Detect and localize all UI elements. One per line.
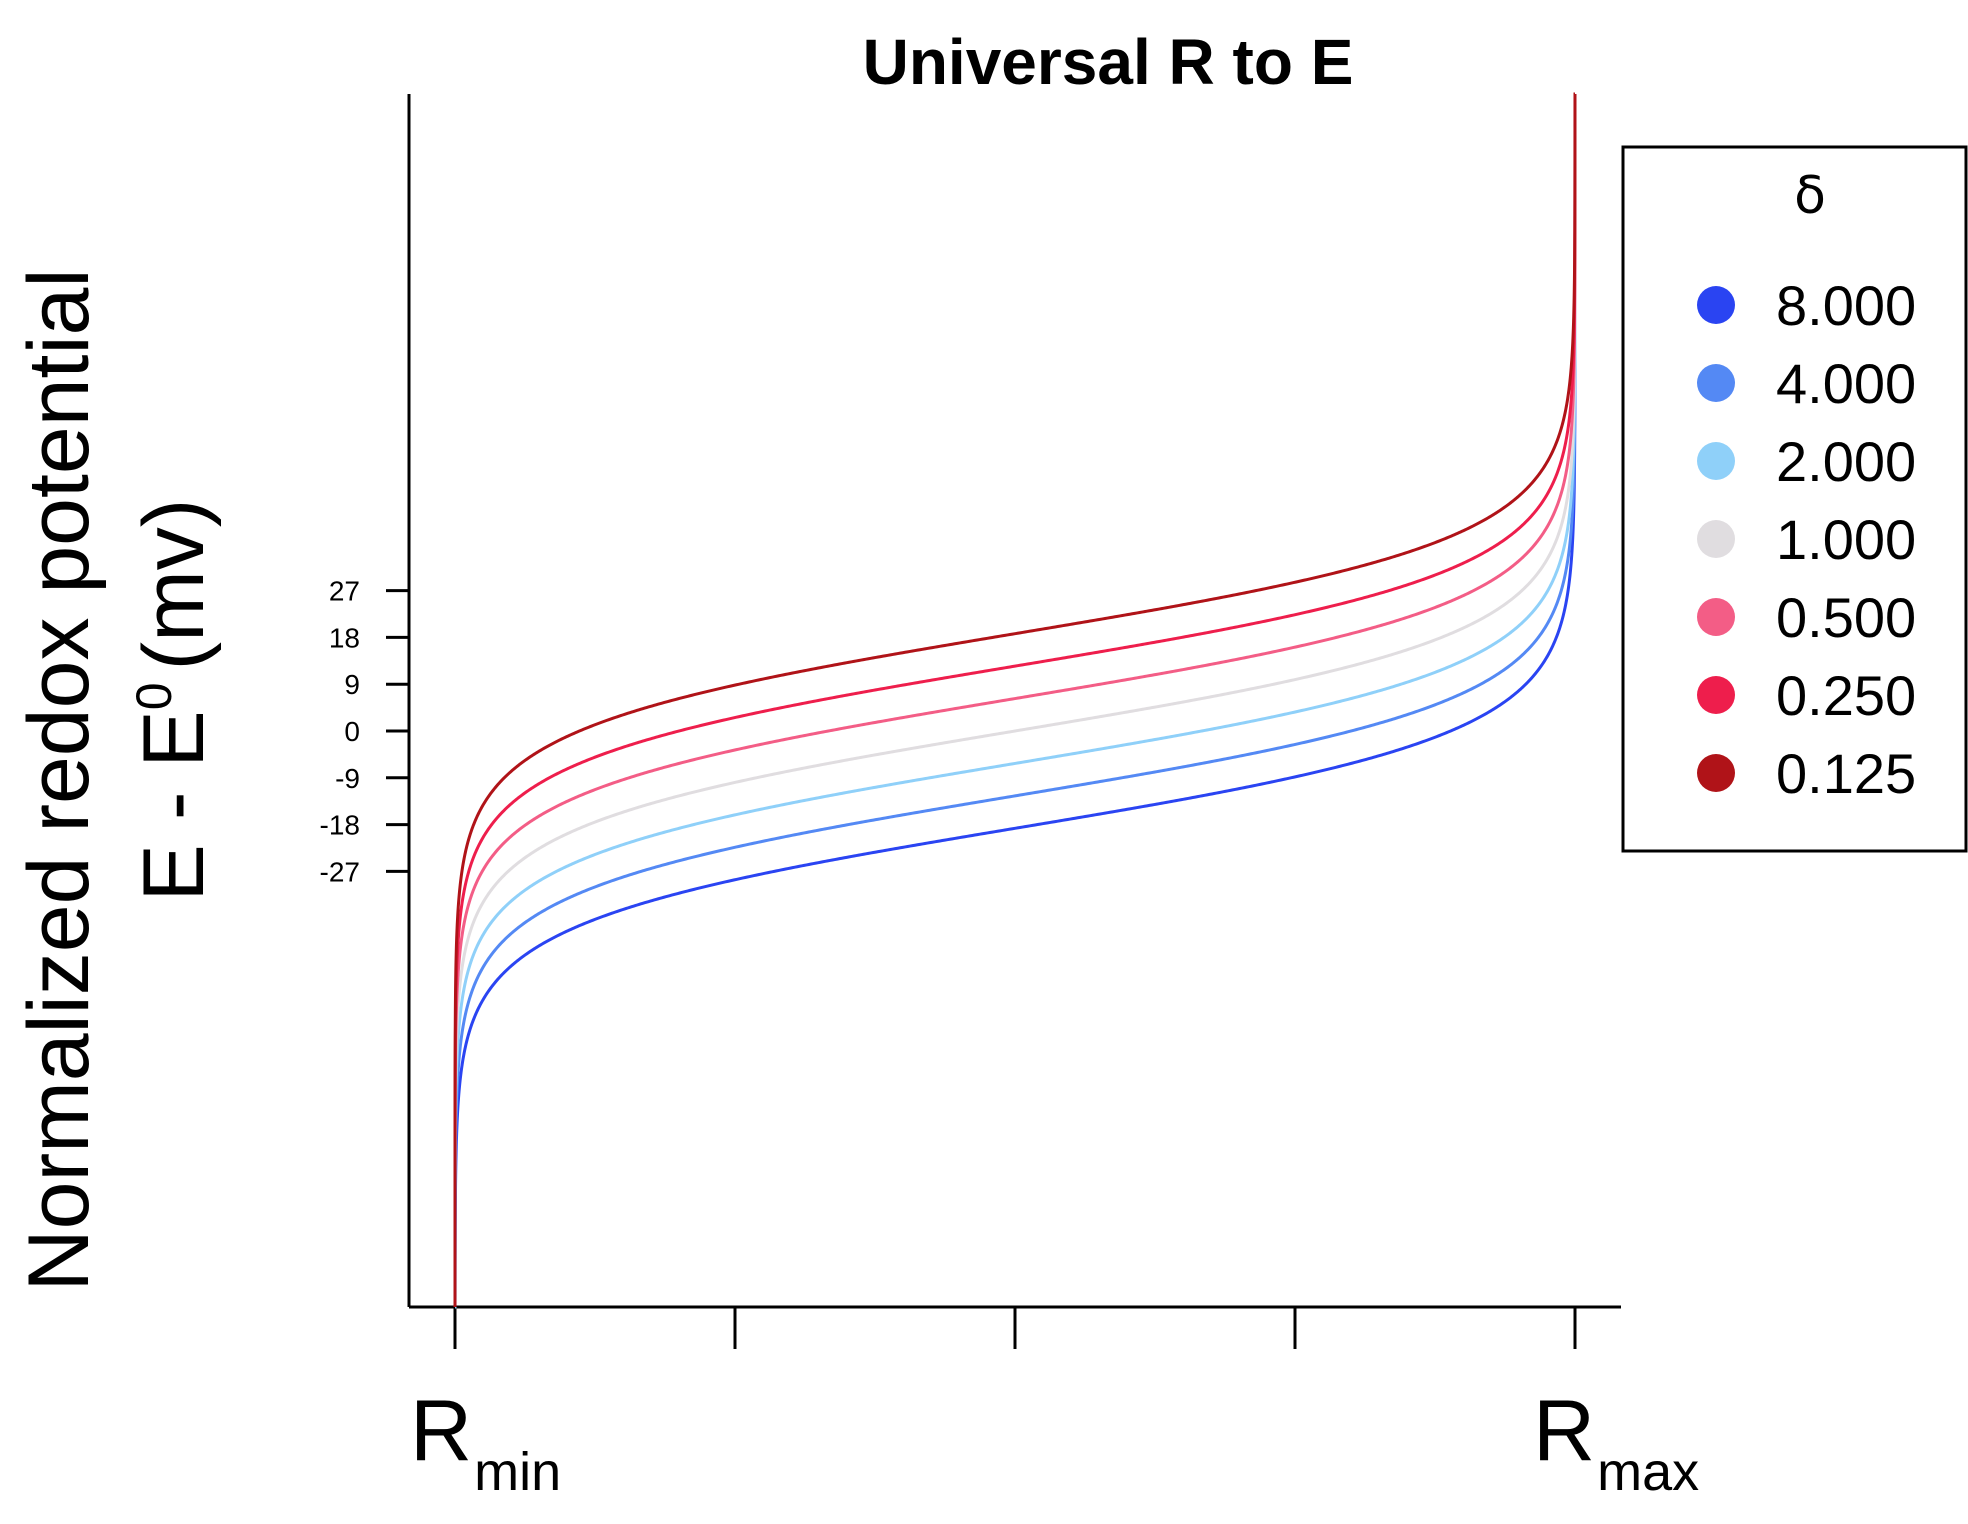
y-axis-label-line2: E - E0 (mv) [126, 499, 222, 902]
legend-marker-8-000 [1697, 286, 1735, 324]
y-axis-label: Normalized redox potential E - E0 (mv) [11, 269, 222, 1292]
x-tick-label-max-main: R [1533, 1383, 1595, 1479]
legend: δ 8.000 4.000 2.000 1.000 0.500 0.250 0.125 [1621, 145, 1968, 853]
y-ticks: 27 18 9 0 -9 -18 -27 [320, 576, 409, 887]
legend-title: δ [1794, 166, 1826, 226]
y-tick-label-minus-27: -27 [320, 856, 360, 887]
y-axis-label-unit: (mv) [126, 499, 222, 671]
chart-title: Universal R to E [863, 26, 1354, 98]
legend-label-4-000: 4.000 [1776, 352, 1916, 415]
legend-label-0-125: 0.125 [1776, 742, 1916, 805]
legend-marker-0-250 [1697, 676, 1735, 714]
x-tick-label-max-sub: max [1597, 1442, 1699, 1502]
legend-marker-0-125 [1697, 754, 1735, 792]
y-axis-label-line1: Normalized redox potential [11, 269, 107, 1292]
series-line-delta-4-000 [453, 116, 1577, 1309]
series-line-delta-1-000 [453, 93, 1577, 1308]
legend-entries: 8.000 4.000 2.000 1.000 0.500 0.250 0.125 [1697, 274, 1916, 805]
series-line-delta-0-250 [453, 93, 1577, 1308]
series-line-delta-8-000 [453, 149, 1577, 1309]
y-tick-label-0: 0 [344, 716, 360, 747]
legend-marker-1-000 [1697, 520, 1735, 558]
legend-label-0-500: 0.500 [1776, 586, 1916, 649]
legend-marker-2-000 [1697, 442, 1735, 480]
y-tick-label-minus-18: -18 [320, 810, 360, 841]
x-tick-label-min-sub: min [474, 1442, 561, 1502]
y-axis-label-sup: 0 [126, 682, 182, 710]
svg-text:Rmin: Rmin [410, 1383, 561, 1502]
y-axis-label-main: E - E [126, 710, 222, 901]
legend-marker-0-500 [1697, 598, 1735, 636]
legend-label-0-250: 0.250 [1776, 664, 1916, 727]
curves [453, 92, 1577, 1309]
y-tick-label-9: 9 [344, 669, 360, 700]
legend-label-8-000: 8.000 [1776, 274, 1916, 337]
series-line-delta-0-125 [453, 92, 1577, 1308]
y-tick-label-27: 27 [329, 576, 360, 607]
series-line-delta-0-500 [453, 93, 1577, 1308]
legend-box [1621, 145, 1968, 853]
x-tick-label-max: Rmax [1533, 1383, 1699, 1502]
x-tick-label-min-main: R [410, 1383, 472, 1479]
legend-marker-4-000 [1697, 364, 1735, 402]
x-ticks [453, 1307, 1577, 1349]
legend-label-1-000: 1.000 [1776, 508, 1916, 571]
y-tick-label-minus-9: -9 [335, 763, 360, 794]
y-tick-label-18: 18 [329, 622, 360, 653]
series-line-delta-2-000 [453, 93, 1577, 1309]
x-tick-label-min: Rmin [410, 1383, 561, 1502]
svg-text:Rmax: Rmax [1533, 1383, 1699, 1502]
legend-label-2-000: 2.000 [1776, 430, 1916, 493]
